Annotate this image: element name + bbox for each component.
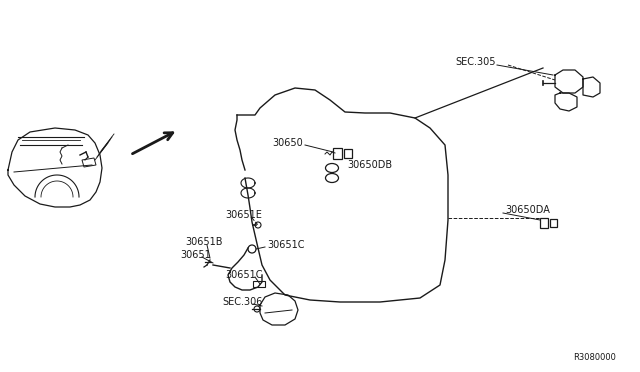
Text: 30651E: 30651E [225,210,262,220]
Bar [333,148,342,159]
Text: 30650: 30650 [272,138,303,148]
Bar [540,218,548,228]
Text: 30651C: 30651C [225,270,262,280]
Text: SEC.306: SEC.306 [222,297,262,307]
Text: 30650DA: 30650DA [505,205,550,215]
Text: R3080000: R3080000 [573,353,616,362]
Text: 30651: 30651 [180,250,211,260]
Text: 30650DB: 30650DB [347,160,392,170]
Bar [253,281,265,287]
Bar [550,219,557,227]
Bar [344,149,352,158]
Text: 30651C: 30651C [267,240,305,250]
Text: 30651B: 30651B [185,237,223,247]
Text: SEC.305: SEC.305 [455,57,495,67]
